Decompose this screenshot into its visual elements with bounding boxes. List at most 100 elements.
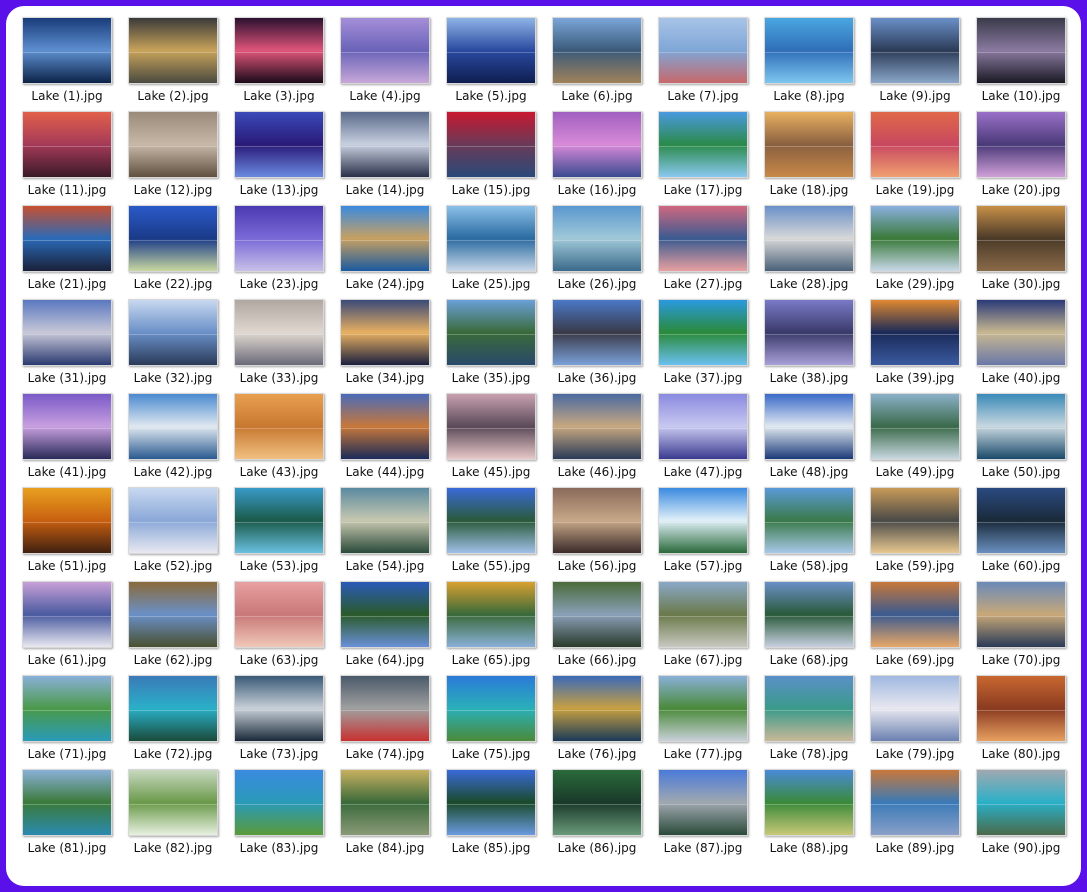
file-item[interactable]: Lake (1).jpg (14, 16, 120, 110)
image-thumbnail[interactable] (128, 487, 218, 554)
file-item[interactable]: Lake (4).jpg (332, 16, 438, 110)
file-item[interactable]: Lake (32).jpg (120, 298, 226, 392)
image-thumbnail[interactable] (870, 581, 960, 648)
image-thumbnail[interactable] (446, 205, 536, 272)
file-item[interactable]: Lake (54).jpg (332, 486, 438, 580)
file-item[interactable]: Lake (71).jpg (14, 674, 120, 768)
image-thumbnail[interactable] (976, 769, 1066, 836)
image-thumbnail[interactable] (764, 393, 854, 460)
image-thumbnail[interactable] (446, 581, 536, 648)
file-item[interactable]: Lake (79).jpg (862, 674, 968, 768)
image-thumbnail[interactable] (128, 581, 218, 648)
image-thumbnail[interactable] (976, 205, 1066, 272)
image-thumbnail[interactable] (658, 205, 748, 272)
image-thumbnail[interactable] (22, 769, 112, 836)
file-item[interactable]: Lake (9).jpg (862, 16, 968, 110)
file-item[interactable]: Lake (14).jpg (332, 110, 438, 204)
image-thumbnail[interactable] (658, 299, 748, 366)
image-thumbnail[interactable] (658, 393, 748, 460)
image-thumbnail[interactable] (234, 769, 324, 836)
file-item[interactable]: Lake (39).jpg (862, 298, 968, 392)
file-item[interactable]: Lake (82).jpg (120, 768, 226, 862)
file-item[interactable]: Lake (78).jpg (756, 674, 862, 768)
image-thumbnail[interactable] (552, 111, 642, 178)
image-thumbnail[interactable] (870, 675, 960, 742)
file-item[interactable]: Lake (27).jpg (650, 204, 756, 298)
file-item[interactable]: Lake (46).jpg (544, 392, 650, 486)
image-thumbnail[interactable] (552, 17, 642, 84)
file-item[interactable]: Lake (47).jpg (650, 392, 756, 486)
image-thumbnail[interactable] (446, 675, 536, 742)
image-thumbnail[interactable] (22, 205, 112, 272)
file-item[interactable]: Lake (44).jpg (332, 392, 438, 486)
file-item[interactable]: Lake (31).jpg (14, 298, 120, 392)
file-item[interactable]: Lake (34).jpg (332, 298, 438, 392)
file-item[interactable]: Lake (72).jpg (120, 674, 226, 768)
file-item[interactable]: Lake (90).jpg (968, 768, 1074, 862)
file-item[interactable]: Lake (36).jpg (544, 298, 650, 392)
file-item[interactable]: Lake (48).jpg (756, 392, 862, 486)
image-thumbnail[interactable] (976, 299, 1066, 366)
file-item[interactable]: Lake (16).jpg (544, 110, 650, 204)
file-item[interactable]: Lake (80).jpg (968, 674, 1074, 768)
image-thumbnail[interactable] (340, 487, 430, 554)
image-thumbnail[interactable] (658, 111, 748, 178)
image-thumbnail[interactable] (128, 299, 218, 366)
file-item[interactable]: Lake (75).jpg (438, 674, 544, 768)
file-item[interactable]: Lake (11).jpg (14, 110, 120, 204)
file-item[interactable]: Lake (24).jpg (332, 204, 438, 298)
file-item[interactable]: Lake (85).jpg (438, 768, 544, 862)
image-thumbnail[interactable] (764, 769, 854, 836)
file-item[interactable]: Lake (70).jpg (968, 580, 1074, 674)
file-item[interactable]: Lake (25).jpg (438, 204, 544, 298)
file-item[interactable]: Lake (84).jpg (332, 768, 438, 862)
file-item[interactable]: Lake (63).jpg (226, 580, 332, 674)
image-thumbnail[interactable] (234, 581, 324, 648)
file-item[interactable]: Lake (55).jpg (438, 486, 544, 580)
file-item[interactable]: Lake (40).jpg (968, 298, 1074, 392)
image-thumbnail[interactable] (764, 111, 854, 178)
image-thumbnail[interactable] (552, 299, 642, 366)
file-item[interactable]: Lake (38).jpg (756, 298, 862, 392)
file-item[interactable]: Lake (37).jpg (650, 298, 756, 392)
file-item[interactable]: Lake (6).jpg (544, 16, 650, 110)
file-item[interactable]: Lake (22).jpg (120, 204, 226, 298)
image-thumbnail[interactable] (976, 675, 1066, 742)
image-thumbnail[interactable] (340, 17, 430, 84)
file-item[interactable]: Lake (28).jpg (756, 204, 862, 298)
file-item[interactable]: Lake (21).jpg (14, 204, 120, 298)
image-thumbnail[interactable] (976, 393, 1066, 460)
image-thumbnail[interactable] (552, 769, 642, 836)
image-thumbnail[interactable] (764, 487, 854, 554)
file-item[interactable]: Lake (42).jpg (120, 392, 226, 486)
file-item[interactable]: Lake (76).jpg (544, 674, 650, 768)
image-thumbnail[interactable] (870, 205, 960, 272)
file-item[interactable]: Lake (15).jpg (438, 110, 544, 204)
file-item[interactable]: Lake (60).jpg (968, 486, 1074, 580)
image-thumbnail[interactable] (870, 769, 960, 836)
image-thumbnail[interactable] (446, 769, 536, 836)
file-item[interactable]: Lake (77).jpg (650, 674, 756, 768)
image-thumbnail[interactable] (976, 111, 1066, 178)
file-item[interactable]: Lake (66).jpg (544, 580, 650, 674)
image-thumbnail[interactable] (764, 581, 854, 648)
image-thumbnail[interactable] (446, 17, 536, 84)
file-item[interactable]: Lake (89).jpg (862, 768, 968, 862)
file-item[interactable]: Lake (52).jpg (120, 486, 226, 580)
file-item[interactable]: Lake (51).jpg (14, 486, 120, 580)
image-thumbnail[interactable] (128, 111, 218, 178)
image-thumbnail[interactable] (340, 111, 430, 178)
image-thumbnail[interactable] (22, 675, 112, 742)
image-thumbnail[interactable] (658, 581, 748, 648)
file-item[interactable]: Lake (35).jpg (438, 298, 544, 392)
image-thumbnail[interactable] (22, 111, 112, 178)
image-thumbnail[interactable] (340, 675, 430, 742)
image-thumbnail[interactable] (446, 111, 536, 178)
file-item[interactable]: Lake (56).jpg (544, 486, 650, 580)
file-item[interactable]: Lake (53).jpg (226, 486, 332, 580)
image-thumbnail[interactable] (340, 393, 430, 460)
image-thumbnail[interactable] (870, 393, 960, 460)
file-item[interactable]: Lake (86).jpg (544, 768, 650, 862)
image-thumbnail[interactable] (128, 393, 218, 460)
image-thumbnail[interactable] (340, 581, 430, 648)
